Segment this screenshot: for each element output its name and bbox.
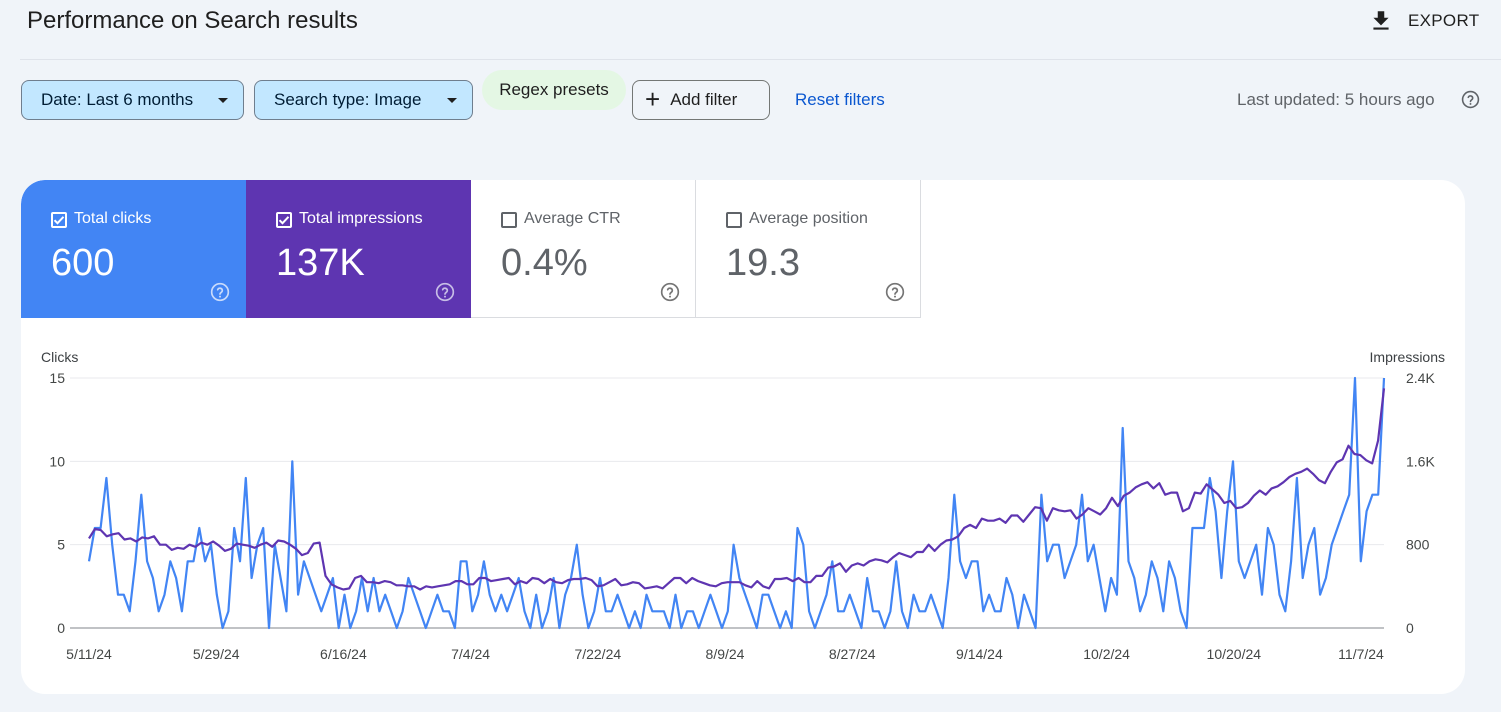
x-tick-label: 7/4/24 [451, 646, 490, 662]
regex-presets-chip[interactable]: Regex presets [482, 70, 626, 110]
x-tick-label: 8/27/24 [829, 646, 876, 662]
x-tick-label: 8/9/24 [706, 646, 745, 662]
metric-value: 600 [51, 242, 115, 284]
help-icon[interactable] [210, 282, 230, 302]
right-tick-label: 2.4K [1406, 370, 1435, 386]
last-updated-text: Last updated: 5 hours ago [1237, 90, 1435, 109]
metric-value: 137K [276, 242, 365, 284]
date-filter-label: Date: Last 6 months [41, 90, 194, 109]
checkbox-unchecked-icon[interactable] [501, 212, 517, 228]
metric-label: Total impressions [299, 210, 423, 227]
metric-label: Total clicks [74, 210, 152, 227]
right-axis-title: Impressions [1370, 349, 1445, 365]
x-tick-label: 11/7/24 [1338, 646, 1384, 662]
export-button[interactable]: EXPORT [1368, 7, 1479, 35]
checkbox-checked-icon[interactable] [51, 212, 67, 228]
right-tick-label: 1.6K [1406, 453, 1435, 469]
help-icon[interactable] [660, 282, 680, 302]
checkbox-unchecked-icon[interactable] [726, 212, 742, 228]
header-divider [20, 59, 1501, 60]
left-tick-label: 10 [49, 453, 65, 469]
metric-value: 0.4% [501, 242, 588, 284]
x-tick-label: 5/29/24 [193, 646, 240, 662]
add-filter-button[interactable]: + Add filter [632, 80, 770, 120]
reset-filters-link[interactable]: Reset filters [795, 90, 885, 109]
dropdown-caret-icon [447, 98, 457, 103]
right-tick-label: 800 [1406, 537, 1430, 553]
download-icon [1373, 11, 1389, 30]
export-label: EXPORT [1408, 11, 1480, 30]
x-tick-label: 6/16/24 [320, 646, 367, 662]
checkbox-checked-icon[interactable] [276, 212, 292, 228]
search-type-label: Search type: Image [274, 90, 422, 109]
date-filter-chip[interactable]: Date: Last 6 months [21, 80, 244, 120]
metric-total-impressions[interactable]: Total impressions 137K [246, 180, 471, 318]
x-tick-label: 7/22/24 [574, 646, 621, 662]
dropdown-caret-icon [218, 98, 228, 103]
series-line-impressions [88, 388, 1386, 591]
metric-label: Average position [749, 210, 868, 227]
left-tick-label: 5 [57, 537, 65, 553]
metric-average-position[interactable]: Average position 19.3 [696, 180, 921, 318]
search-type-filter-chip[interactable]: Search type: Image [254, 80, 473, 120]
performance-card: Total clicks 600 Total impressions 137K … [21, 180, 1465, 694]
page-title: Performance on Search results [27, 7, 358, 34]
series-line-clicks [87, 376, 1386, 630]
left-axis-title: Clicks [41, 349, 78, 365]
x-tick-label: 5/11/24 [66, 646, 112, 662]
performance-chart: Clicks Impressions 0 0 5 800 10 1.6K 15 2.4K 5/… [41, 349, 1445, 662]
x-tick-label: 10/20/24 [1207, 646, 1262, 662]
add-filter-label: Add filter [670, 90, 738, 109]
metric-value: 19.3 [726, 242, 800, 284]
x-tick-label: 10/2/24 [1083, 646, 1130, 662]
help-icon[interactable] [435, 282, 455, 302]
help-icon[interactable] [1461, 90, 1480, 109]
metric-label: Average CTR [524, 210, 621, 227]
left-tick-label: 0 [57, 620, 65, 636]
help-icon[interactable] [885, 282, 905, 302]
plus-icon: + [645, 84, 661, 114]
x-tick-label: 9/14/24 [956, 646, 1003, 662]
right-tick-label: 0 [1406, 620, 1414, 636]
regex-presets-label: Regex presets [499, 80, 609, 99]
metric-average-ctr[interactable]: Average CTR 0.4% [471, 180, 696, 318]
metric-total-clicks[interactable]: Total clicks 600 [21, 180, 246, 318]
left-tick-label: 15 [49, 370, 65, 386]
